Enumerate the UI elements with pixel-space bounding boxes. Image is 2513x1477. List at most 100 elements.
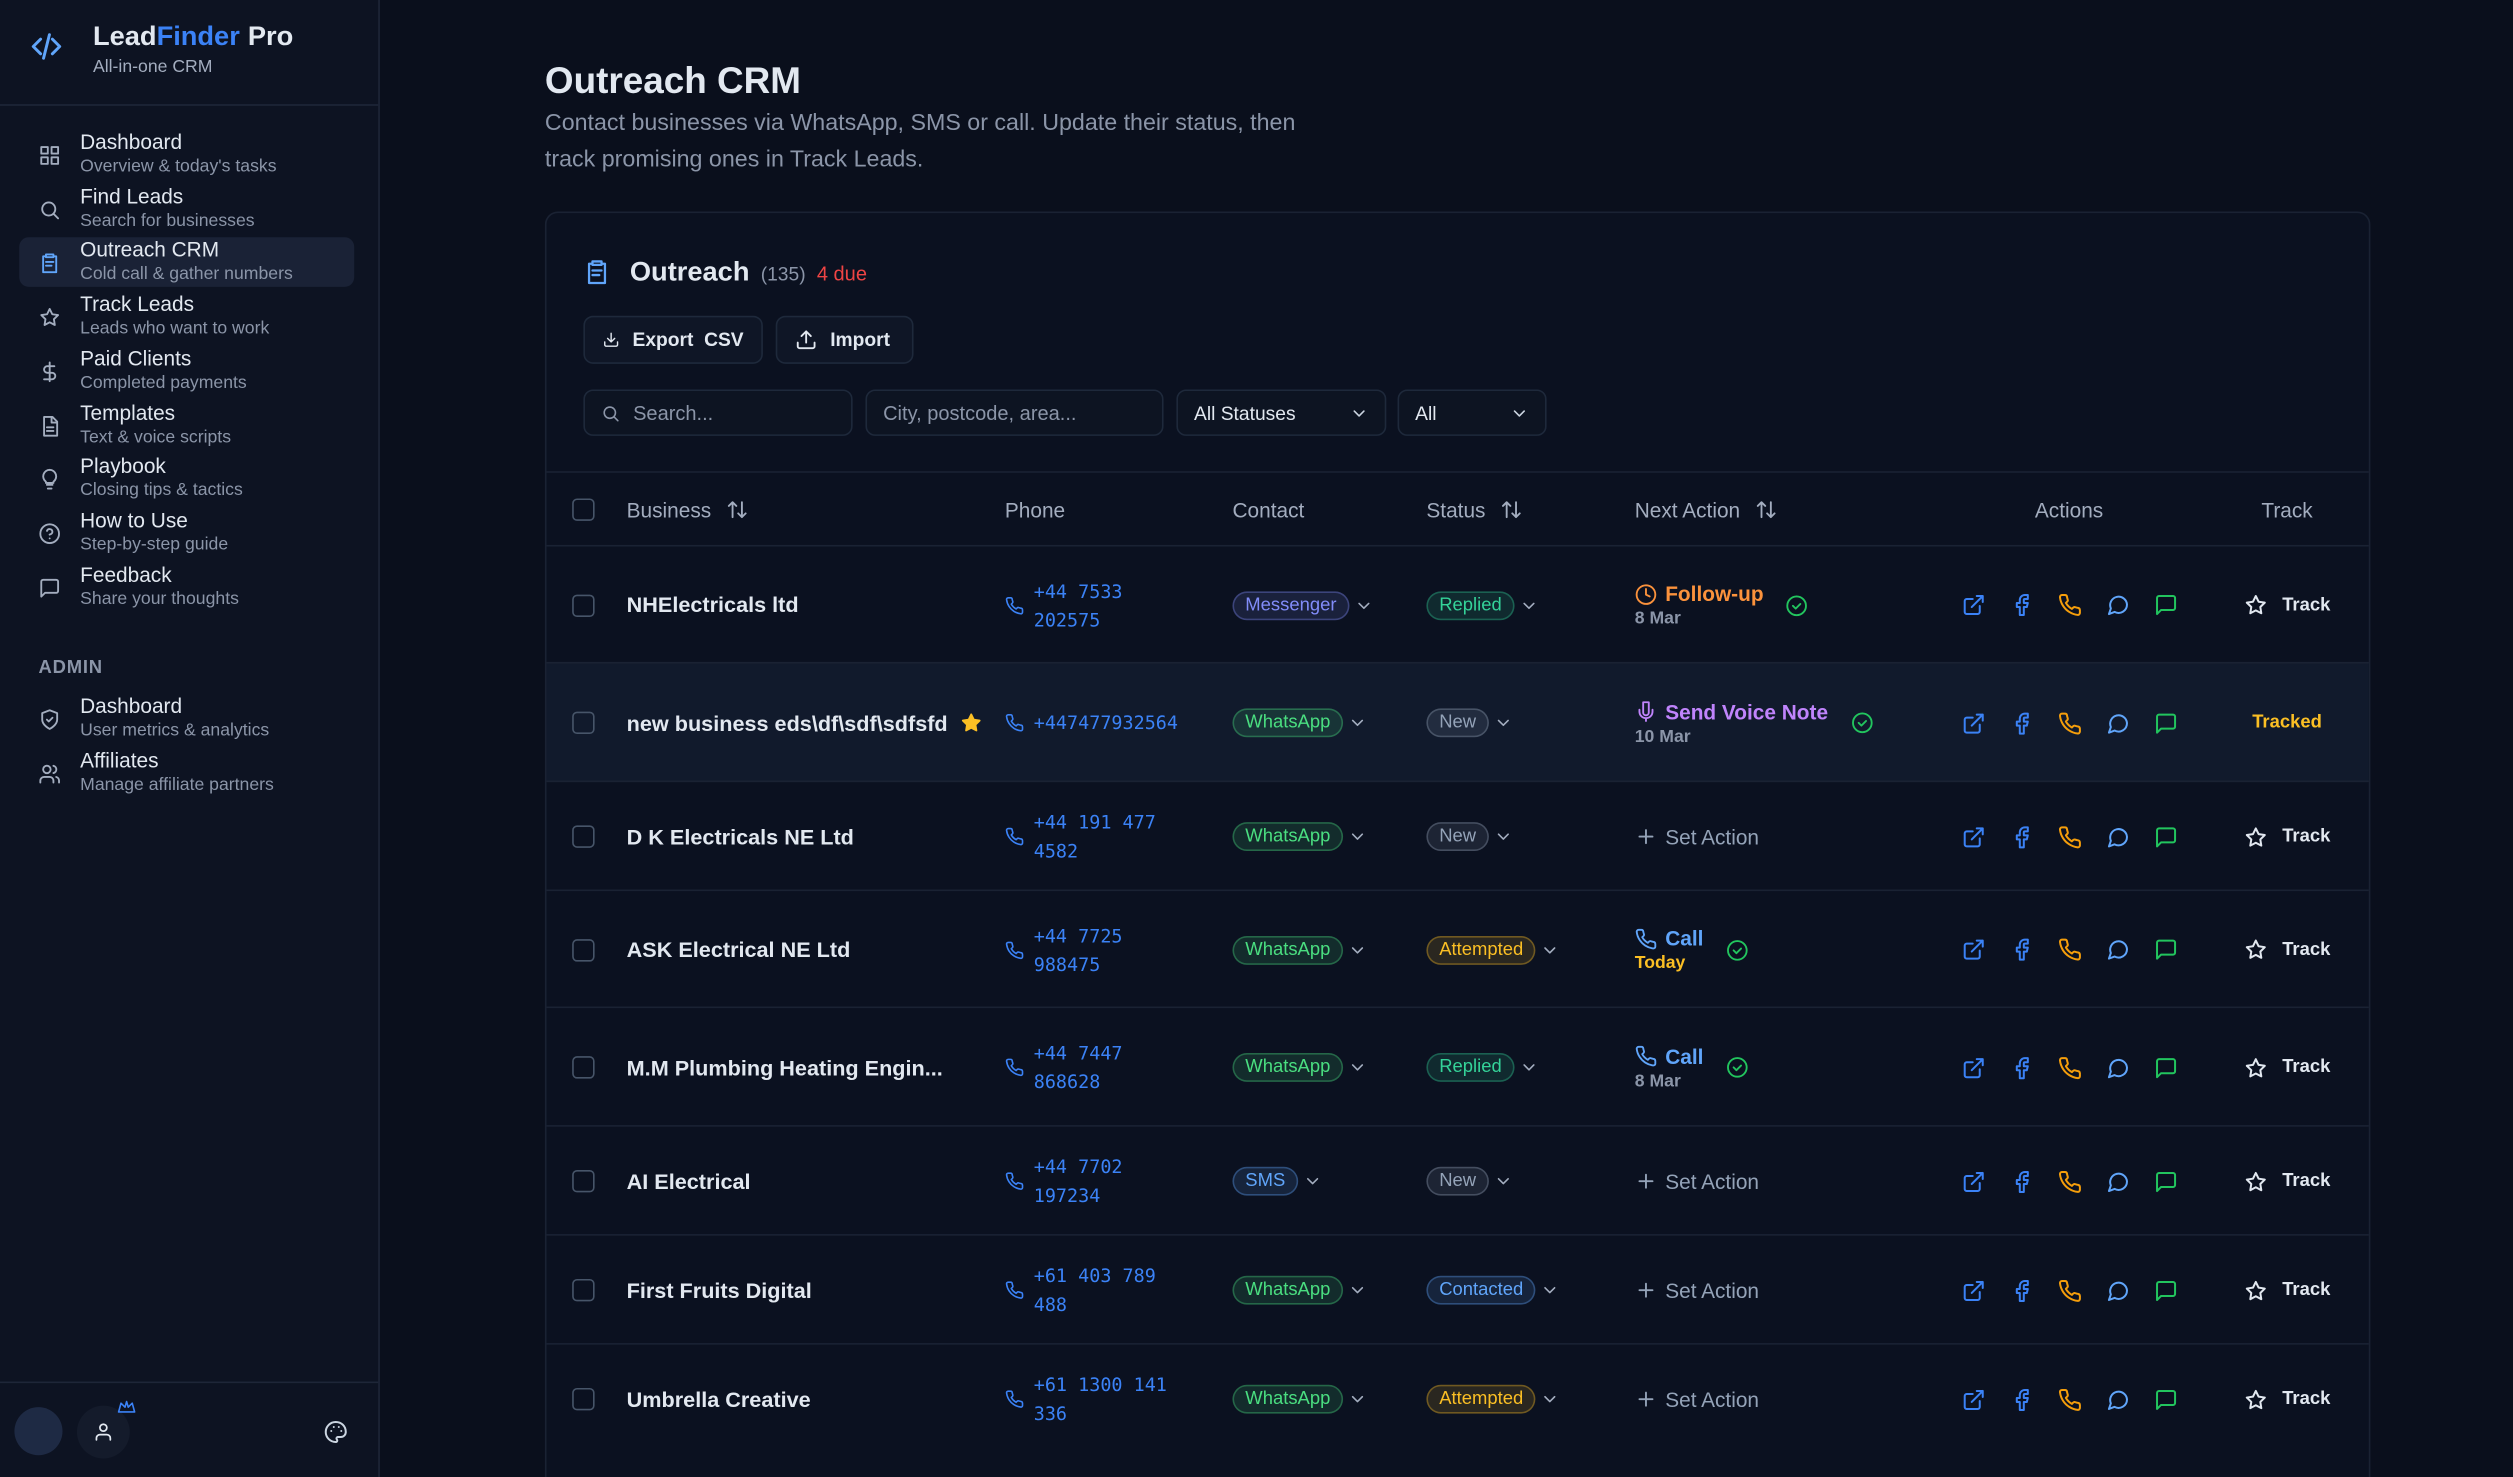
phone-number[interactable]: +44 7725 988475 xyxy=(1033,923,1123,976)
action-button[interactable] xyxy=(2105,938,2129,962)
column-header[interactable]: Business xyxy=(627,473,1005,547)
phone-number[interactable]: +44 7702 197234 xyxy=(1033,1155,1123,1207)
track-button[interactable]: Track xyxy=(2282,1389,2331,1409)
nav-item[interactable]: Templates Text & voice scripts xyxy=(19,400,354,450)
pill[interactable]: WhatsApp xyxy=(1232,935,1344,965)
action-button[interactable] xyxy=(1961,1055,1985,1079)
select[interactable]: All xyxy=(1397,389,1547,436)
action-button[interactable] xyxy=(2153,1055,2177,1079)
user-button[interactable] xyxy=(76,1405,130,1459)
pill[interactable]: New xyxy=(1426,708,1489,738)
select[interactable]: All Statuses xyxy=(1176,389,1387,436)
location-input[interactable]: City, postcode, area... xyxy=(865,389,1164,436)
track-button[interactable]: Track xyxy=(2282,939,2331,960)
nav-item[interactable]: Find Leads Search for businesses xyxy=(19,184,354,234)
action-button[interactable] xyxy=(1961,711,1985,735)
next-action[interactable]: Set Action xyxy=(1635,1278,1759,1302)
pill[interactable]: Attempted xyxy=(1426,1384,1537,1414)
pill[interactable]: Attempted xyxy=(1426,935,1537,965)
pill[interactable]: WhatsApp xyxy=(1232,1052,1344,1082)
pill[interactable]: WhatsApp xyxy=(1232,1384,1344,1414)
nav-item[interactable]: Dashboard Overview & today's tasks xyxy=(19,130,354,180)
checkbox[interactable] xyxy=(572,938,595,961)
action-button[interactable] xyxy=(2057,711,2081,735)
button[interactable]: Export CSV xyxy=(583,315,763,364)
next-action[interactable]: Call 8 Mar xyxy=(1635,1044,1704,1090)
next-action[interactable]: Send Voice Note 10 Mar xyxy=(1635,700,1828,746)
phone-number[interactable]: +44 7533 202575 xyxy=(1033,579,1123,631)
checkbox[interactable] xyxy=(572,711,595,735)
checkbox[interactable] xyxy=(572,825,595,848)
pill[interactable]: WhatsApp xyxy=(1232,1275,1344,1305)
next-action[interactable]: Set Action xyxy=(1635,1387,1759,1411)
column-header[interactable]: Next Action xyxy=(1635,473,1933,547)
track-button[interactable]: Tracked xyxy=(2252,713,2322,733)
button[interactable]: Import xyxy=(775,315,914,364)
track-button[interactable]: Track xyxy=(2282,826,2331,847)
action-button[interactable] xyxy=(2153,1169,2177,1193)
action-button[interactable] xyxy=(1961,938,1985,962)
action-button[interactable] xyxy=(2105,825,2129,849)
pill[interactable]: WhatsApp xyxy=(1232,822,1344,852)
phone-number[interactable]: +44 191 477 4582 xyxy=(1033,810,1156,863)
phone-number[interactable]: +447477932564 xyxy=(1033,711,1179,735)
checkbox[interactable] xyxy=(572,1278,595,1302)
action-button[interactable] xyxy=(2105,1387,2129,1411)
checkbox[interactable] xyxy=(572,593,595,617)
phone-number[interactable]: +44 7447 868628 xyxy=(1033,1041,1123,1094)
checkbox[interactable] xyxy=(572,498,595,521)
action-button[interactable] xyxy=(2009,1169,2033,1193)
nav-item[interactable]: Feedback Share your thoughts xyxy=(19,562,354,612)
action-button[interactable] xyxy=(2057,1055,2081,1079)
nav-item[interactable]: Affiliates Manage affiliate partners xyxy=(19,748,354,798)
search-input[interactable]: Search... xyxy=(583,389,853,436)
action-button[interactable] xyxy=(2009,1055,2033,1079)
action-button[interactable] xyxy=(2009,711,2033,735)
nav-item[interactable]: Track Leads Leads who want to work xyxy=(19,292,354,342)
pill[interactable]: Contacted xyxy=(1426,1275,1537,1305)
action-button[interactable] xyxy=(2057,825,2081,849)
action-button[interactable] xyxy=(2057,593,2081,617)
next-action[interactable]: Call Today xyxy=(1635,926,1704,972)
track-button[interactable]: Track xyxy=(2282,1057,2331,1078)
action-button[interactable] xyxy=(2057,1387,2081,1411)
action-button[interactable] xyxy=(1961,1387,1985,1411)
action-button[interactable] xyxy=(2153,711,2177,735)
checkbox[interactable] xyxy=(572,1056,595,1079)
pill[interactable]: Replied xyxy=(1426,1052,1515,1082)
nav-item[interactable]: Paid Clients Completed payments xyxy=(19,346,354,396)
next-action[interactable]: Set Action xyxy=(1635,1169,1759,1193)
action-button[interactable] xyxy=(2153,1387,2177,1411)
action-button[interactable] xyxy=(2105,711,2129,735)
nav-item[interactable]: Playbook Closing tips & tactics xyxy=(19,454,354,504)
track-button[interactable]: Track xyxy=(2282,1280,2331,1300)
action-button[interactable] xyxy=(2009,938,2033,962)
pill[interactable]: New xyxy=(1426,822,1489,852)
action-button[interactable] xyxy=(2153,1278,2177,1302)
pill[interactable]: Messenger xyxy=(1232,590,1350,620)
action-button[interactable] xyxy=(2009,1278,2033,1302)
pill[interactable]: Replied xyxy=(1426,590,1515,620)
nav-item[interactable]: Dashboard User metrics & analytics xyxy=(19,694,354,744)
checkbox[interactable] xyxy=(572,1169,595,1193)
action-button[interactable] xyxy=(1961,1278,1985,1302)
action-button[interactable] xyxy=(2153,938,2177,962)
nav-item[interactable]: Outreach CRM Cold call & gather numbers xyxy=(19,237,355,288)
action-button[interactable] xyxy=(1961,1169,1985,1193)
track-button[interactable]: Track xyxy=(2282,595,2331,615)
action-button[interactable] xyxy=(2153,593,2177,617)
next-action[interactable]: Set Action xyxy=(1635,825,1759,849)
pill[interactable]: WhatsApp xyxy=(1232,708,1344,738)
action-button[interactable] xyxy=(2105,593,2129,617)
pill[interactable]: SMS xyxy=(1232,1166,1299,1196)
next-action[interactable]: Follow-up 8 Mar xyxy=(1635,582,1764,628)
action-button[interactable] xyxy=(2105,1055,2129,1079)
action-button[interactable] xyxy=(2105,1278,2129,1302)
nav-item[interactable]: How to Use Step-by-step guide xyxy=(19,508,354,558)
track-button[interactable]: Track xyxy=(2282,1171,2331,1191)
action-button[interactable] xyxy=(2057,1278,2081,1302)
action-button[interactable] xyxy=(2009,593,2033,617)
action-button[interactable] xyxy=(2009,1387,2033,1411)
phone-number[interactable]: +61 403 789 488 xyxy=(1033,1264,1156,1316)
action-button[interactable] xyxy=(2057,938,2081,962)
